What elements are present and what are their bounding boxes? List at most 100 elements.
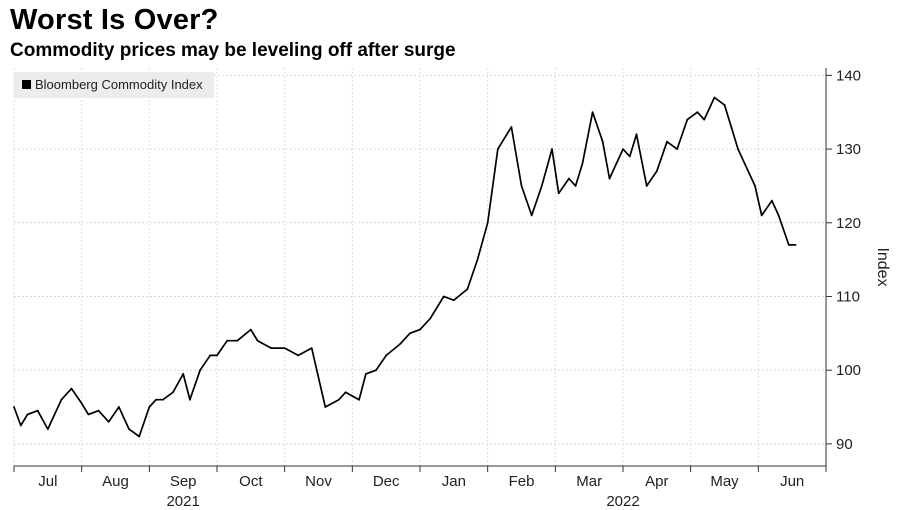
data-point [189, 398, 191, 401]
year-label-2021: 2021 [166, 493, 199, 510]
data-point [46, 428, 49, 430]
x-tick-label-dec: Dec [373, 473, 400, 490]
y-tick-label-110: 110 [836, 288, 860, 305]
chart-subtitle: Commodity prices may be leveling off aft… [10, 40, 456, 61]
data-point [297, 354, 300, 357]
data-point [557, 192, 560, 195]
data-point [696, 111, 699, 114]
data-point [162, 398, 164, 401]
data-point [530, 214, 533, 217]
data-point [365, 373, 367, 375]
data-point [351, 395, 354, 397]
data-point [398, 343, 401, 346]
data-point [442, 295, 445, 298]
data-point [730, 126, 733, 128]
data-point [686, 118, 689, 121]
data-point [226, 339, 229, 342]
data-point [743, 162, 746, 165]
legend-swatch [22, 80, 31, 89]
chart-title: Worst Is Over? [10, 4, 219, 36]
data-point [324, 406, 327, 408]
axes: 90 100 110 120 130 140 Jul Aug Sep Oct Nov Dec Jan Fe… [13, 67, 891, 510]
data-point [628, 155, 631, 158]
y-tick-label-140: 140 [836, 67, 861, 84]
y-axis-label: Index [874, 247, 891, 286]
data-point [182, 373, 185, 375]
x-tick-label-apr: Apr [645, 473, 668, 490]
data-point [645, 185, 648, 187]
x-tick-label-may: May [710, 473, 739, 490]
gridlines [13, 68, 827, 466]
x-tick-label-feb: Feb [509, 473, 535, 490]
data-point [520, 185, 523, 187]
data-point [209, 354, 212, 357]
data-point [375, 369, 377, 372]
data-point [568, 177, 570, 180]
y-tick-label-100: 100 [836, 362, 861, 379]
data-point [36, 409, 39, 412]
legend-entry-bloomberg-commodity-index: Bloomberg Commodity Index [35, 77, 203, 92]
x-tick-label-oct: Oct [239, 473, 263, 490]
y-tick-label-130: 130 [836, 141, 861, 158]
data-point [310, 347, 313, 349]
data-point [419, 328, 421, 331]
data-point [216, 354, 218, 357]
data-point [551, 148, 553, 151]
data-point [723, 104, 726, 106]
legend-background [14, 72, 214, 98]
data-point [635, 133, 638, 136]
data-point [760, 214, 763, 217]
y-tick-label-120: 120 [836, 215, 861, 232]
data-point [358, 398, 360, 401]
data-point [754, 185, 756, 187]
data-point [655, 170, 658, 173]
data-point [466, 288, 469, 290]
data-point [666, 140, 668, 143]
x-tick-label-sep: Sep [170, 473, 197, 490]
data-point [107, 420, 110, 423]
data-point [60, 398, 63, 401]
year-label-2022: 2022 [606, 493, 639, 510]
data-point [256, 339, 259, 342]
data-point [97, 409, 100, 412]
data-point [608, 177, 611, 180]
data-point [622, 148, 624, 151]
data-point [737, 148, 739, 151]
data-point [581, 162, 584, 165]
data-point [452, 299, 455, 302]
data-point [118, 406, 120, 408]
data-point [128, 428, 130, 430]
series-layer [13, 96, 797, 438]
x-tick-label-mar: Mar [576, 473, 602, 490]
data-point [385, 354, 388, 357]
data-point [155, 398, 158, 401]
data-point [19, 424, 22, 427]
legend: Bloomberg Commodity Index [14, 72, 214, 98]
data-point [787, 244, 790, 246]
x-tick-label-nov: Nov [305, 473, 332, 490]
data-point [771, 199, 773, 202]
data-point [429, 317, 432, 320]
x-tick-label-jul: Jul [38, 473, 57, 490]
data-point [249, 328, 252, 331]
data-point [236, 339, 239, 342]
x-tick-label-jun: Jun [780, 473, 804, 490]
x-tick-label-aug: Aug [102, 473, 129, 490]
data-point [777, 214, 780, 217]
data-point [703, 118, 706, 121]
data-point [199, 369, 202, 372]
data-point [540, 185, 543, 187]
data-point [486, 221, 489, 224]
series-line-0 [13, 96, 796, 438]
data-point [80, 402, 83, 405]
data-point [70, 387, 73, 390]
data-point [337, 398, 340, 401]
data-point [574, 185, 577, 187]
data-point [172, 391, 174, 394]
data-point [138, 435, 141, 438]
data-point [148, 406, 151, 408]
data-point [496, 148, 499, 151]
data-point [409, 332, 411, 335]
data-point [591, 111, 594, 114]
